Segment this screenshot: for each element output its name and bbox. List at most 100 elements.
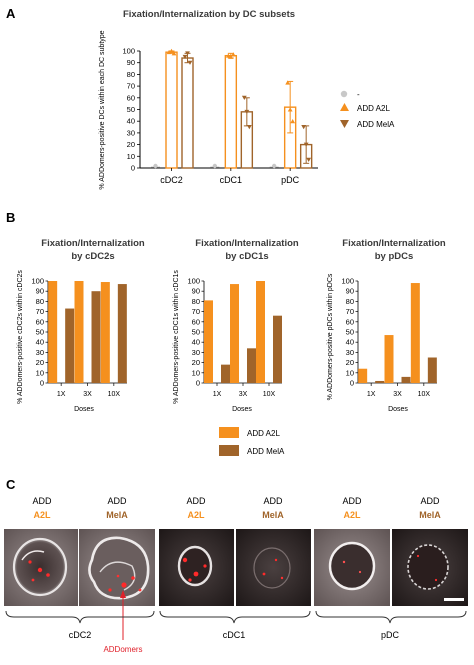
chart-a-point (225, 53, 231, 58)
chart-a-point-none (153, 163, 158, 169)
legend-b-label-a2l: ADD A2L (247, 429, 280, 438)
group-label-cdc1: cDC1 (223, 630, 246, 640)
legend-marker-a2l (340, 103, 349, 111)
chart-a-legend: - ADD A2L ADD MelA (340, 90, 395, 129)
chart-a-ytick-label: 50 (127, 105, 135, 114)
micrograph-header-peptide: A2L (33, 510, 51, 520)
chart-b3-title-line1: Fixation/Internalization (342, 238, 446, 249)
legend-label-a2l: ADD A2L (357, 104, 390, 113)
chart-a-ylabel: % ADDomers-positive DCs within each DC s… (99, 30, 106, 189)
chart-a-ytick-label: 80 (127, 70, 135, 79)
micrograph-pdc-a2l (314, 529, 390, 606)
chart-b-bar-add-a2l (384, 335, 394, 383)
chart-a-point-none (212, 163, 218, 169)
chart-a-point (171, 51, 177, 56)
chart-a-point (182, 54, 188, 60)
legend-marker-mela (340, 120, 349, 128)
microscopy-images (4, 529, 468, 606)
chart-b-ytick-label: 50 (346, 328, 354, 337)
micrograph-cdc2-a2l (4, 529, 78, 606)
chart-b-ytick-label: 90 (346, 287, 354, 296)
micrograph-cdc2-mela (79, 529, 155, 606)
chart-b-category-label: 1X (57, 391, 66, 398)
chart-a-point (306, 157, 312, 163)
chart-b-ytick-label: 80 (36, 297, 44, 306)
brace-pdc (315, 610, 467, 624)
chart-b-bar-add-a2l (100, 282, 110, 383)
chart-a: Fixation/Internalization by DC subsets %… (99, 9, 395, 190)
chart-a-ytick-label: 70 (127, 82, 135, 91)
chart-b-ytick-label: 40 (36, 338, 44, 347)
chart-b1: Fixation/Internalization by cDC2s % ADDo… (17, 238, 145, 413)
chart-b-ytick-label: 90 (192, 287, 200, 296)
chart-b-category-label: 1X (213, 391, 222, 398)
chart-a-point (241, 95, 247, 100)
legend-swatch-mela (219, 445, 239, 456)
chart-a-bar-add-mela (181, 57, 194, 169)
chart-b-ytick-label: 20 (346, 358, 354, 367)
chart-b-bar-add-a2l (48, 281, 58, 383)
annotation-arrowhead (120, 590, 126, 598)
chart-a-ytick-label: 40 (127, 117, 135, 126)
chart-b-category-label: 10X (108, 391, 121, 398)
micrograph-header-peptide: MelA (262, 510, 284, 520)
micrograph-header-peptide: A2L (187, 510, 205, 520)
chart-b-bar-add-a2l (74, 281, 84, 383)
chart-b-ytick-label: 30 (346, 348, 354, 357)
chart-a-ytick-label: 90 (127, 58, 135, 67)
micrograph-header-add: ADD (342, 496, 362, 506)
chart-b-ytick-label: 100 (31, 277, 44, 286)
micrograph-pdc-mela (392, 529, 468, 606)
chart-a-ytick-label: 0 (131, 164, 135, 173)
chart-b-ytick-label: 40 (346, 338, 354, 347)
chart-a-point (187, 60, 193, 65)
chart-b-ytick-label: 10 (346, 368, 354, 377)
micrograph-cdc1-a2l (159, 529, 234, 606)
chart-b-ytick-label: 80 (346, 297, 354, 306)
chart-a-point (246, 125, 252, 130)
chart-b-ytick-label: 10 (192, 368, 200, 377)
chart-a-point (166, 49, 172, 55)
legend-b-label-mela: ADD MelA (247, 447, 285, 456)
chart-b-bar-add-a2l (410, 283, 420, 383)
chart-a-title: Fixation/Internalization by DC subsets (123, 9, 295, 20)
chart-b-category-label: 10X (418, 391, 431, 398)
chart-b-legend: ADD A2L ADD MelA (219, 427, 285, 456)
chart-b-category-label: 1X (367, 391, 376, 398)
chart-a-point (228, 54, 234, 59)
micrograph-header-add: ADD (32, 496, 52, 506)
chart-b-ytick-label: 0 (196, 379, 200, 388)
chart-b1-ylabel: % ADDomers-positive cDC2s within cDC2s (17, 270, 24, 404)
micrograph-header-peptide: A2L (343, 510, 361, 520)
chart-b-bar-add-mela (375, 380, 385, 383)
chart-b-bar-add-mela (91, 291, 101, 383)
micrograph-header-add: ADD (186, 496, 206, 506)
legend-marker-none (340, 90, 348, 98)
chart-b-bar-add-a2l (256, 281, 265, 383)
chart-b-ytick-label: 70 (36, 307, 44, 316)
chart-b-ytick-label: 60 (346, 317, 354, 326)
chart-b-bar-add-mela (427, 357, 437, 383)
scale-bar (444, 598, 464, 601)
micrograph-header-peptide: MelA (106, 510, 128, 520)
chart-b-ytick-label: 100 (187, 277, 200, 286)
chart-b-ytick-label: 0 (350, 379, 354, 388)
group-braces (5, 610, 467, 624)
chart-a-ytick-label: 10 (127, 152, 135, 161)
legend-swatch-a2l (219, 427, 239, 438)
chart-b-ytick-label: 50 (36, 328, 44, 337)
chart-b-ytick-label: 40 (192, 338, 200, 347)
group-label-cdc2: cDC2 (69, 630, 92, 640)
annotation-label: ADDomers (103, 645, 142, 654)
chart-b-bar-add-mela (65, 308, 75, 383)
chart-b-ytick-label: 30 (192, 348, 200, 357)
chart-b-ytick-label: 30 (36, 348, 44, 357)
chart-b1-title-line1: Fixation/Internalization (41, 238, 145, 249)
chart-b2-title-line2: by cDC1s (225, 251, 268, 262)
chart-b-bar-add-mela (221, 364, 230, 383)
chart-b3-xlabel: Doses (388, 406, 408, 413)
chart-b-bar-add-mela (117, 284, 127, 383)
chart-a-bar-add-a2l (224, 54, 238, 169)
panel-label-a: A (6, 6, 16, 21)
